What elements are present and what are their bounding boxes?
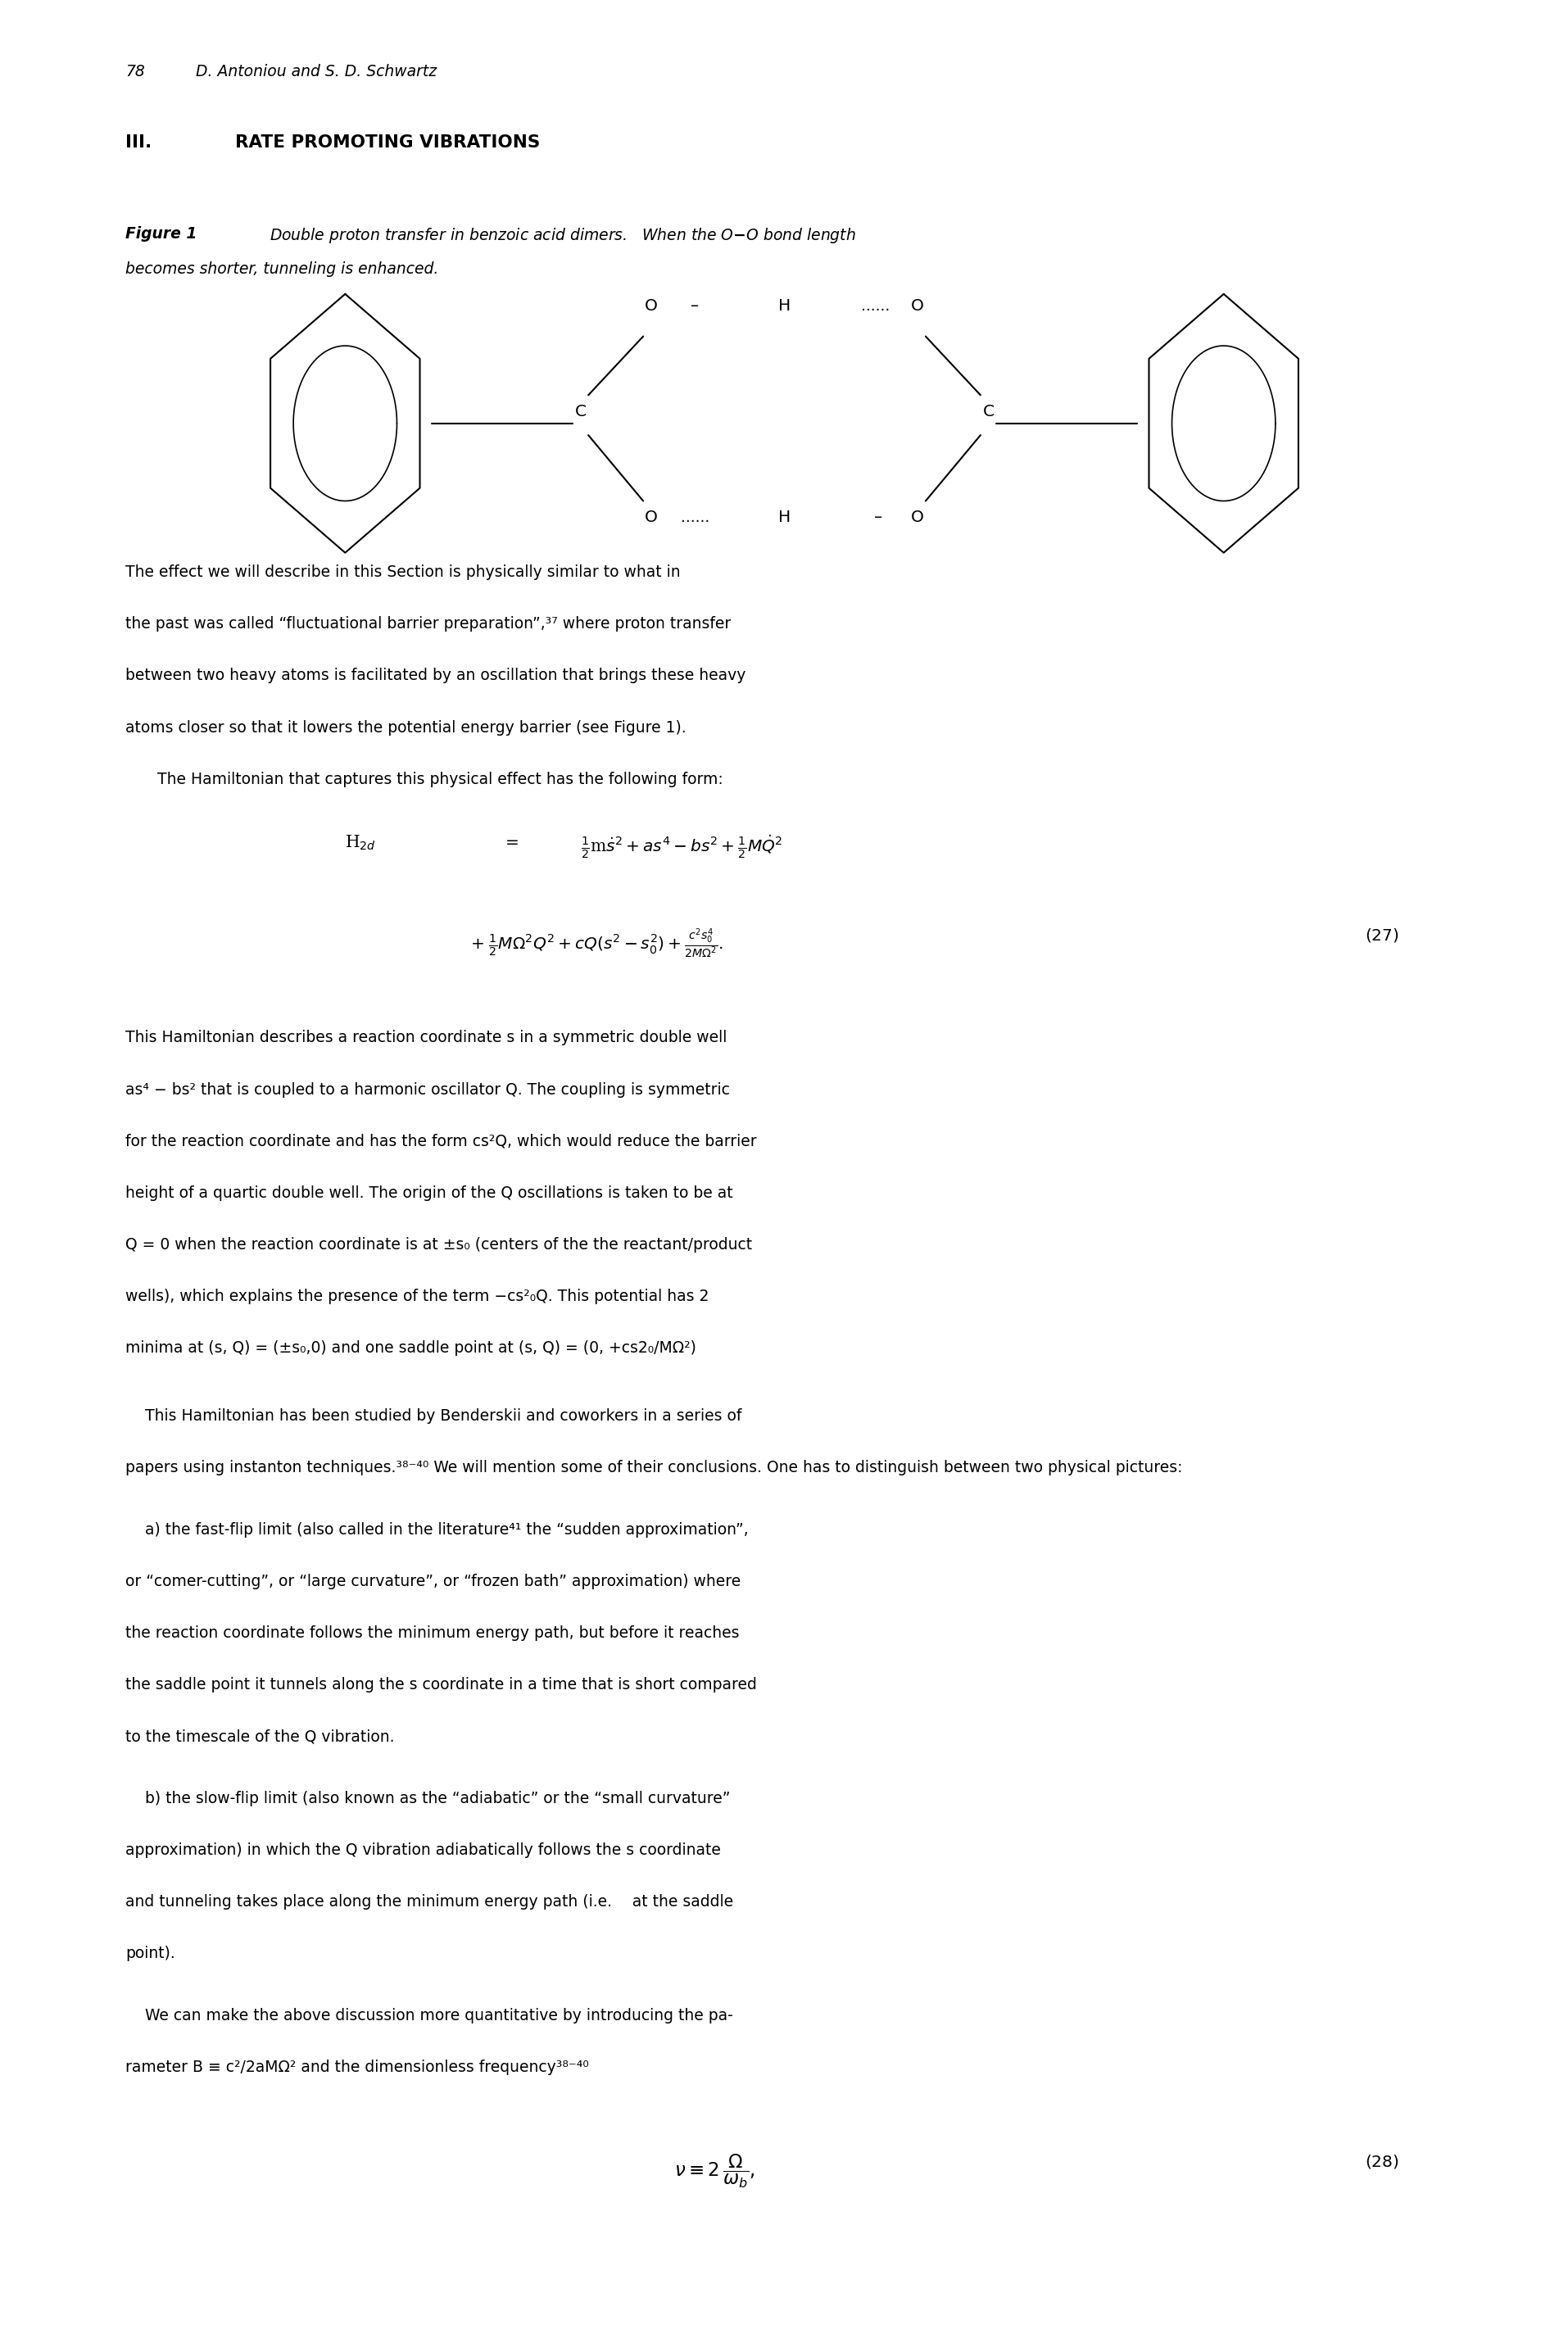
- Text: This Hamiltonian describes a reaction coordinate s in a symmetric double well: This Hamiltonian describes a reaction co…: [125, 1030, 726, 1047]
- Text: RATE PROMOTING VIBRATIONS: RATE PROMOTING VIBRATIONS: [235, 134, 539, 151]
- Text: for the reaction coordinate and has the form cs²Q, which would reduce the barrie: for the reaction coordinate and has the …: [125, 1134, 756, 1150]
- Text: C: C: [574, 405, 586, 419]
- Text: 78: 78: [125, 64, 144, 80]
- Text: H: H: [778, 510, 790, 524]
- Text: or “comer-cutting”, or “large curvature”, or “frozen bath” approximation) where: or “comer-cutting”, or “large curvature”…: [125, 1573, 740, 1590]
- Text: the saddle point it tunnels along the s coordinate in a time that is short compa: the saddle point it tunnels along the s …: [125, 1677, 757, 1693]
- Text: becomes shorter, tunneling is enhanced.: becomes shorter, tunneling is enhanced.: [125, 261, 439, 278]
- Text: approximation) in which the Q vibration adiabatically follows the s coordinate: approximation) in which the Q vibration …: [125, 1842, 721, 1858]
- Text: $(27)$: $(27)$: [1364, 927, 1399, 943]
- Text: Figure 1: Figure 1: [125, 226, 198, 242]
- Text: between two heavy atoms is facilitated by an oscillation that brings these heavy: between two heavy atoms is facilitated b…: [125, 668, 745, 684]
- Text: the reaction coordinate follows the minimum energy path, but before it reaches: the reaction coordinate follows the mini…: [125, 1625, 739, 1642]
- Text: $\nu \equiv 2\,\dfrac{\Omega}{\omega_b},$: $\nu \equiv 2\,\dfrac{\Omega}{\omega_b},…: [674, 2152, 756, 2190]
- Text: point).: point).: [125, 1945, 176, 1962]
- Text: $\frac{1}{2}$m$\dot{s}^2 + as^4 - bs^2 + \frac{1}{2}M\dot{Q}^2$: $\frac{1}{2}$m$\dot{s}^2 + as^4 - bs^2 +…: [580, 833, 782, 861]
- Text: atoms closer so that it lowers the potential energy barrier (see Figure 1).: atoms closer so that it lowers the poten…: [125, 720, 687, 736]
- Text: D. Antoniou and S. D. Schwartz: D. Antoniou and S. D. Schwartz: [196, 64, 437, 80]
- Text: wells), which explains the presence of the term −cs²₀Q. This potential has 2: wells), which explains the presence of t…: [125, 1289, 709, 1305]
- Text: rameter B ≡ c²/2aMΩ² and the dimensionless frequency³⁸⁻⁴⁰: rameter B ≡ c²/2aMΩ² and the dimensionle…: [125, 2060, 588, 2074]
- Text: the past was called “fluctuational barrier preparation”,³⁷ where proton transfer: the past was called “fluctuational barri…: [125, 616, 731, 633]
- Text: This Hamiltonian has been studied by Benderskii and coworkers in a series of: This Hamiltonian has been studied by Ben…: [125, 1409, 742, 1423]
- Text: ......: ......: [681, 510, 709, 524]
- Text: –: –: [873, 510, 883, 524]
- Text: O: O: [644, 299, 657, 313]
- Text: –: –: [690, 299, 699, 313]
- Text: b) the slow-flip limit (also known as the “adiabatic” or the “small curvature”: b) the slow-flip limit (also known as th…: [125, 1790, 731, 1806]
- Text: The Hamiltonian that captures this physical effect has the following form:: The Hamiltonian that captures this physi…: [157, 771, 723, 788]
- Text: ......: ......: [861, 299, 889, 313]
- Text: $(28)$: $(28)$: [1364, 2152, 1399, 2171]
- Text: III.: III.: [125, 134, 152, 151]
- Text: and tunneling takes place along the minimum energy path (i.e.  at the saddle: and tunneling takes place along the mini…: [125, 1893, 734, 1910]
- Text: O: O: [911, 299, 924, 313]
- Text: papers using instanton techniques.³⁸⁻⁴⁰ We will mention some of their conclusion: papers using instanton techniques.³⁸⁻⁴⁰ …: [125, 1461, 1182, 1475]
- Text: O: O: [911, 510, 924, 524]
- Text: a) the fast-flip limit (also called in the literature⁴¹ the “sudden approximatio: a) the fast-flip limit (also called in t…: [125, 1522, 748, 1538]
- Text: We can make the above discussion more quantitative by introducing the pa-: We can make the above discussion more qu…: [125, 2009, 732, 2023]
- Text: C: C: [982, 405, 994, 419]
- Text: $+ \;\frac{1}{2}M\Omega^2 Q^2 + cQ(s^2 - s_0^2) + \frac{c^2 s_0^4}{2M\Omega^2}.$: $+ \;\frac{1}{2}M\Omega^2 Q^2 + cQ(s^2 -…: [470, 927, 723, 960]
- Text: H: H: [778, 299, 790, 313]
- Text: H$_{2d}$: H$_{2d}$: [345, 833, 376, 851]
- Text: to the timescale of the Q vibration.: to the timescale of the Q vibration.: [125, 1729, 395, 1745]
- Text: minima at (s, Q) = (±s₀,0) and one saddle point at (s, Q) = (0, +cs2₀/MΩ²): minima at (s, Q) = (±s₀,0) and one saddl…: [125, 1341, 696, 1357]
- Text: $=$: $=$: [502, 833, 519, 849]
- Text: O: O: [644, 510, 657, 524]
- Text: height of a quartic double well. The origin of the Q oscillations is taken to be: height of a quartic double well. The ori…: [125, 1185, 732, 1202]
- Text: Double proton transfer in benzoic acid dimers.   When the O$\mathbf{-}$O bond le: Double proton transfer in benzoic acid d…: [270, 226, 856, 245]
- Text: as⁴ − bs² that is coupled to a harmonic oscillator Q. The coupling is symmetric: as⁴ − bs² that is coupled to a harmonic …: [125, 1082, 729, 1098]
- Text: Q = 0 when the reaction coordinate is at ±s₀ (centers of the the reactant/produc: Q = 0 when the reaction coordinate is at…: [125, 1237, 753, 1254]
- Text: The effect we will describe in this Section is physically similar to what in: The effect we will describe in this Sect…: [125, 564, 681, 581]
